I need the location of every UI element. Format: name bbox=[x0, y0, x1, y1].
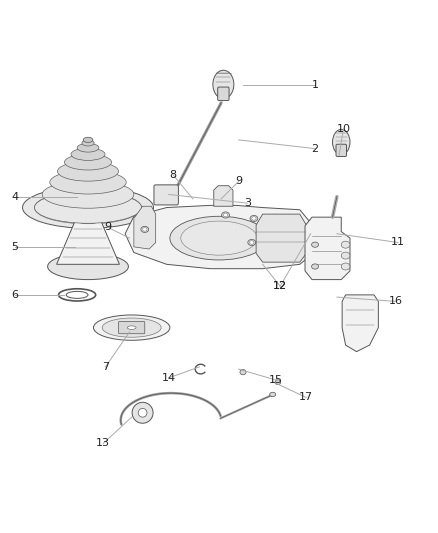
Text: 15: 15 bbox=[269, 375, 283, 385]
Text: 9: 9 bbox=[235, 176, 242, 187]
Text: 11: 11 bbox=[391, 238, 405, 247]
Ellipse shape bbox=[132, 402, 153, 423]
Ellipse shape bbox=[341, 263, 350, 270]
Text: 12: 12 bbox=[273, 281, 287, 291]
Ellipse shape bbox=[35, 191, 141, 224]
Text: 9: 9 bbox=[104, 222, 111, 232]
Text: 12: 12 bbox=[273, 281, 287, 291]
Ellipse shape bbox=[275, 380, 281, 385]
Ellipse shape bbox=[181, 221, 257, 255]
FancyBboxPatch shape bbox=[119, 321, 145, 334]
Ellipse shape bbox=[102, 318, 161, 337]
Polygon shape bbox=[57, 220, 120, 264]
Polygon shape bbox=[134, 206, 155, 249]
Ellipse shape bbox=[223, 213, 228, 217]
Text: 3: 3 bbox=[244, 198, 251, 208]
Ellipse shape bbox=[311, 242, 318, 247]
Ellipse shape bbox=[311, 264, 318, 269]
Ellipse shape bbox=[250, 241, 254, 244]
Ellipse shape bbox=[248, 239, 256, 246]
Ellipse shape bbox=[83, 138, 93, 142]
Ellipse shape bbox=[141, 227, 149, 232]
Polygon shape bbox=[305, 217, 350, 280]
Polygon shape bbox=[125, 205, 311, 269]
Ellipse shape bbox=[240, 369, 246, 375]
Ellipse shape bbox=[50, 171, 126, 194]
Ellipse shape bbox=[57, 161, 119, 181]
Ellipse shape bbox=[250, 215, 258, 222]
Text: 10: 10 bbox=[336, 124, 350, 134]
Ellipse shape bbox=[143, 228, 147, 231]
Text: 8: 8 bbox=[170, 170, 177, 180]
Text: 16: 16 bbox=[389, 296, 403, 306]
Ellipse shape bbox=[93, 315, 170, 340]
Ellipse shape bbox=[341, 252, 350, 259]
Text: 13: 13 bbox=[96, 438, 110, 448]
Ellipse shape bbox=[42, 181, 134, 208]
Ellipse shape bbox=[222, 212, 230, 218]
Text: 17: 17 bbox=[299, 392, 313, 402]
Ellipse shape bbox=[77, 143, 99, 152]
Ellipse shape bbox=[48, 253, 128, 280]
Polygon shape bbox=[214, 185, 233, 206]
Ellipse shape bbox=[82, 140, 94, 146]
Ellipse shape bbox=[213, 70, 234, 99]
FancyBboxPatch shape bbox=[218, 87, 229, 101]
Polygon shape bbox=[342, 295, 378, 352]
Text: 6: 6 bbox=[11, 290, 18, 300]
Ellipse shape bbox=[127, 326, 136, 329]
Ellipse shape bbox=[270, 392, 276, 397]
Ellipse shape bbox=[341, 241, 350, 248]
Ellipse shape bbox=[22, 187, 153, 228]
Text: 2: 2 bbox=[311, 143, 318, 154]
Text: 1: 1 bbox=[311, 80, 318, 90]
Ellipse shape bbox=[35, 192, 141, 223]
Text: 7: 7 bbox=[102, 362, 109, 372]
FancyBboxPatch shape bbox=[336, 144, 346, 157]
Ellipse shape bbox=[85, 213, 91, 217]
Polygon shape bbox=[256, 214, 306, 262]
Ellipse shape bbox=[138, 408, 147, 417]
Ellipse shape bbox=[64, 154, 112, 170]
Text: 14: 14 bbox=[162, 373, 176, 383]
Ellipse shape bbox=[71, 148, 105, 160]
Ellipse shape bbox=[252, 217, 256, 220]
FancyBboxPatch shape bbox=[154, 185, 178, 205]
Ellipse shape bbox=[170, 216, 268, 260]
Text: 4: 4 bbox=[11, 192, 18, 201]
Ellipse shape bbox=[332, 130, 350, 155]
Text: 5: 5 bbox=[11, 242, 18, 252]
Ellipse shape bbox=[76, 215, 100, 224]
